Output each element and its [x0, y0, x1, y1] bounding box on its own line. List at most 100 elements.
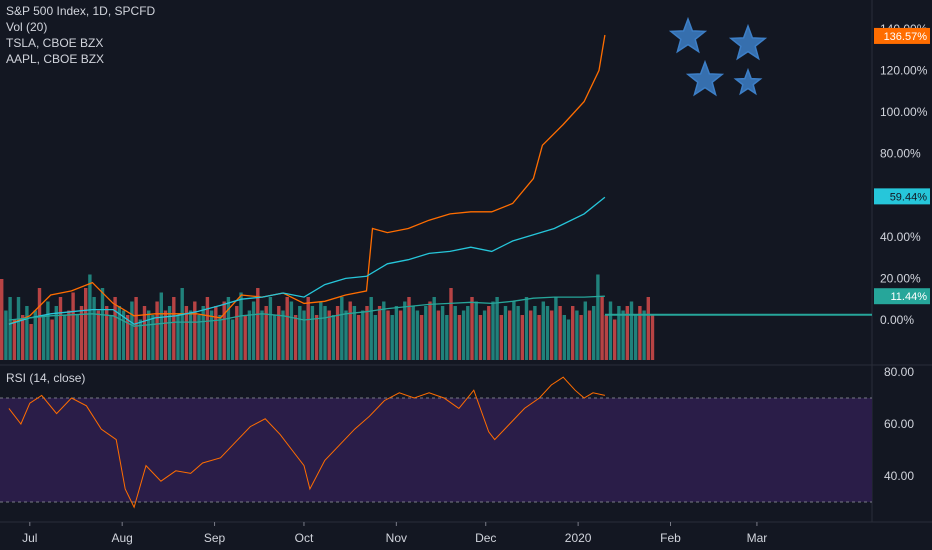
volume-bar — [617, 306, 621, 360]
volume-bar — [579, 315, 583, 360]
volume-bar — [54, 306, 58, 360]
volume-bar — [121, 310, 126, 360]
legend-main-title[interactable]: S&P 500 Index, 1D, SPCFD — [6, 4, 156, 18]
volume-bar — [205, 297, 210, 360]
volume-bar — [331, 315, 336, 360]
volume-bar — [608, 301, 613, 360]
volume-bar — [8, 297, 12, 360]
price-label-spx — [874, 288, 930, 305]
volume-bar — [386, 310, 390, 360]
star-drawings[interactable] — [668, 16, 768, 97]
volume-bar — [142, 306, 147, 360]
volume-bar — [84, 288, 88, 360]
volume-bar — [474, 301, 478, 360]
volume-bar — [520, 315, 524, 360]
volume-bar — [306, 297, 310, 360]
volume-bar — [592, 306, 596, 360]
legend-volume[interactable]: Vol (20) — [6, 20, 48, 34]
star-icon — [728, 23, 768, 61]
volume-bar — [285, 297, 289, 360]
volume-bar — [105, 306, 109, 360]
percent-tick-label: 0.00% — [880, 313, 914, 327]
legend-rsi[interactable]: RSI (14, close) — [6, 371, 86, 385]
volume-bar — [512, 301, 516, 360]
volume-bar — [629, 301, 634, 360]
volume-bar — [188, 310, 193, 360]
rsi-tick-label: 60.00 — [884, 417, 914, 431]
volume-bar — [365, 306, 369, 360]
volume-bar — [550, 310, 554, 360]
volume-bar — [12, 319, 16, 360]
volume-bar — [226, 297, 231, 360]
volume-bar — [63, 315, 67, 360]
volume-bar — [562, 315, 566, 360]
volume-bar — [75, 315, 79, 360]
volume-bar — [642, 310, 646, 360]
volume-bar — [499, 315, 503, 360]
volume-bar — [100, 288, 105, 360]
volume-bar — [558, 306, 562, 360]
volume-bar — [230, 319, 235, 360]
volume-bar — [407, 297, 411, 360]
volume-bar — [163, 310, 168, 360]
volume-bar — [604, 315, 608, 360]
volume-bar — [352, 306, 357, 360]
legend-tsla[interactable]: TSLA, CBOE BZX — [6, 36, 104, 50]
percent-tick-label: 80.00% — [880, 147, 921, 161]
volume-bar — [235, 306, 239, 360]
volume-bar — [33, 310, 37, 360]
volume-bar — [243, 315, 247, 360]
volume-bar — [289, 301, 294, 360]
legend-aapl[interactable]: AAPL, CBOE BZX — [6, 52, 105, 66]
volume-bar — [92, 297, 96, 360]
percent-tick-label: 40.00% — [880, 230, 921, 244]
rsi-band — [0, 397, 872, 503]
volume-bar — [319, 301, 323, 360]
volume-bar — [193, 301, 197, 360]
volume-bar — [638, 306, 642, 360]
volume-bar — [516, 306, 520, 360]
rsi-line — [8, 376, 606, 509]
volume-bar — [260, 310, 264, 360]
volume-bar — [457, 315, 462, 360]
percent-tick-label: 100.00% — [880, 105, 928, 119]
volume-bar — [126, 315, 130, 360]
volume-bar — [197, 315, 201, 360]
volume-bar — [88, 274, 92, 360]
volume-bar — [130, 301, 134, 360]
volume-bar — [356, 315, 361, 360]
volume-bar — [117, 306, 121, 360]
volume-bar — [554, 297, 558, 360]
volume-bar — [96, 310, 100, 360]
time-tick-label: Sep — [204, 531, 226, 545]
volume-bar — [571, 306, 575, 360]
volume-bar — [533, 306, 537, 360]
volume-bar — [218, 315, 222, 360]
series-line-spx — [8, 295, 605, 327]
volume-bar — [147, 310, 151, 360]
price-label-tsla — [874, 27, 930, 44]
volume-bar — [575, 310, 579, 360]
time-tick-label: Mar — [747, 531, 768, 545]
volume-bar — [293, 315, 298, 360]
volume-bar — [646, 297, 650, 360]
volume-bar — [361, 310, 365, 360]
volume-bar — [482, 310, 487, 360]
volume-bar — [503, 306, 508, 360]
volume-bar — [424, 306, 428, 360]
volume-bar — [382, 301, 386, 360]
percent-tick-label: 120.00% — [880, 63, 928, 77]
volume-bar — [21, 315, 25, 360]
volume-bar — [138, 319, 142, 360]
star-icon — [685, 59, 725, 97]
price-labels: 136.57% 59.44% 11.44% — [874, 27, 930, 305]
volume-bar — [251, 301, 256, 360]
volume-bar — [247, 310, 252, 360]
volume-bar — [524, 297, 529, 360]
volume-bar — [323, 306, 327, 360]
price-label-text: 136.57% — [884, 31, 928, 43]
price-label-aapl — [874, 188, 930, 205]
volume-bar — [508, 310, 512, 360]
volume-bar — [16, 297, 21, 360]
